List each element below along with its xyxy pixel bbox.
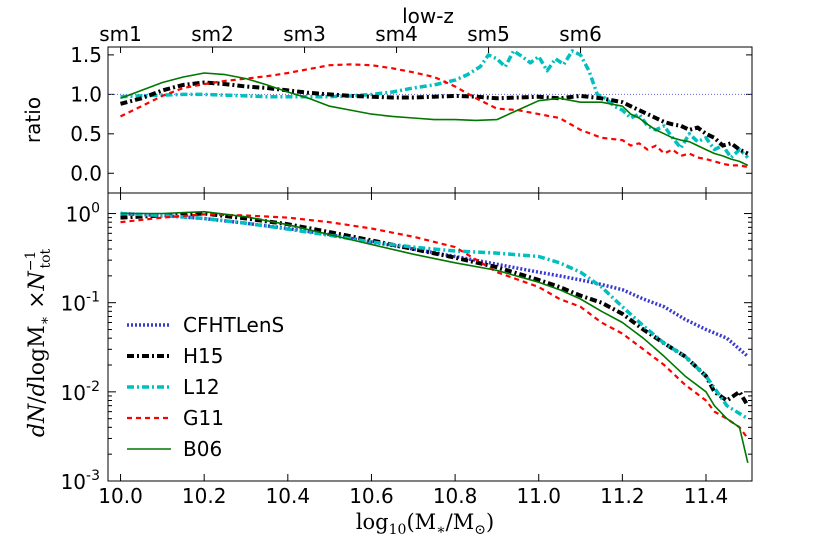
ratio-y-tick-label: 1.0 bbox=[70, 82, 102, 106]
main-series-G11 bbox=[120, 213, 749, 440]
legend: CFHTLenS H15 L12 G11 B06 bbox=[127, 313, 284, 461]
x-axis-label: log10(M∗/M⊙) bbox=[356, 510, 494, 535]
main-series-CFHTLenS bbox=[120, 211, 749, 358]
top-tick-label-sm6: sm6 bbox=[559, 22, 602, 46]
y-axis-label: dN/dlogM∗ ×N−1tot bbox=[23, 248, 54, 437]
main-y-tick-label: 10-2 bbox=[61, 379, 100, 405]
ratio-y-tick-label: 1.5 bbox=[70, 43, 102, 67]
legend-label-H15: H15 bbox=[183, 344, 224, 368]
x-tick-label: 10.0 bbox=[98, 484, 143, 508]
ratio-y-ticks: 0.0 0.5 1.0 1.5 bbox=[70, 43, 752, 185]
ratio-series-L12 bbox=[120, 49, 750, 160]
top-tick-label-sm3: sm3 bbox=[283, 22, 326, 46]
x-tick-label: 11.4 bbox=[684, 484, 729, 508]
top-tick-label-sm1: sm1 bbox=[99, 22, 142, 46]
main-series-B06 bbox=[120, 210, 749, 463]
main-y-tick-label: 10-1 bbox=[61, 290, 100, 316]
ratio-series bbox=[119, 49, 750, 169]
ratio-series-G11 bbox=[120, 63, 749, 169]
legend-label-L12: L12 bbox=[183, 375, 220, 399]
mass-function-panel-frame bbox=[107, 192, 753, 482]
x-tick-label: 10.4 bbox=[266, 484, 311, 508]
top-tick-label-sm5: sm5 bbox=[467, 22, 510, 46]
main-y-tick-label: 10-3 bbox=[61, 468, 100, 494]
top-tick-label-sm4: sm4 bbox=[375, 22, 418, 46]
x-tick-label: 10.6 bbox=[349, 484, 394, 508]
x-tick-label: 11.2 bbox=[600, 484, 645, 508]
main-series-L12 bbox=[120, 211, 749, 421]
top-axis-ticks: sm1 sm2 sm3 sm4 sm5 sm6 bbox=[99, 22, 602, 53]
legend-label-G11: G11 bbox=[183, 406, 224, 430]
top-tick-label-sm2: sm2 bbox=[191, 22, 234, 46]
legend-label-B06: B06 bbox=[183, 437, 222, 461]
mass-function-panel: 100 10-1 10-2 10-3 10.0 10.2 10.4 10.6 10.8 11.0… bbox=[61, 187, 753, 508]
legend-label-CFHTLenS: CFHTLenS bbox=[183, 313, 284, 337]
mass-function-y-ticks: 100 10-1 10-2 10-3 bbox=[61, 201, 752, 494]
ratio-series-H15 bbox=[119, 80, 749, 156]
ratio-series-B06 bbox=[120, 72, 749, 167]
x-tick-label: 10.2 bbox=[182, 484, 227, 508]
main-y-tick-label: 100 bbox=[66, 201, 100, 227]
ratio-y-axis-label: ratio bbox=[21, 97, 45, 143]
mass-function-series bbox=[120, 210, 750, 463]
ratio-y-tick-label: 0.0 bbox=[70, 161, 102, 185]
mass-function-x-ticks: 10.0 10.2 10.4 10.6 10.8 11.0 11.2 11.4 bbox=[98, 187, 728, 508]
ratio-panel: 0.0 0.5 1.0 1.5 ratio bbox=[21, 43, 753, 194]
x-tick-label: 10.8 bbox=[433, 484, 478, 508]
ratio-y-tick-label: 0.5 bbox=[70, 122, 102, 146]
top-axis-title: low-z bbox=[402, 4, 454, 28]
x-tick-label: 11.0 bbox=[516, 484, 561, 508]
